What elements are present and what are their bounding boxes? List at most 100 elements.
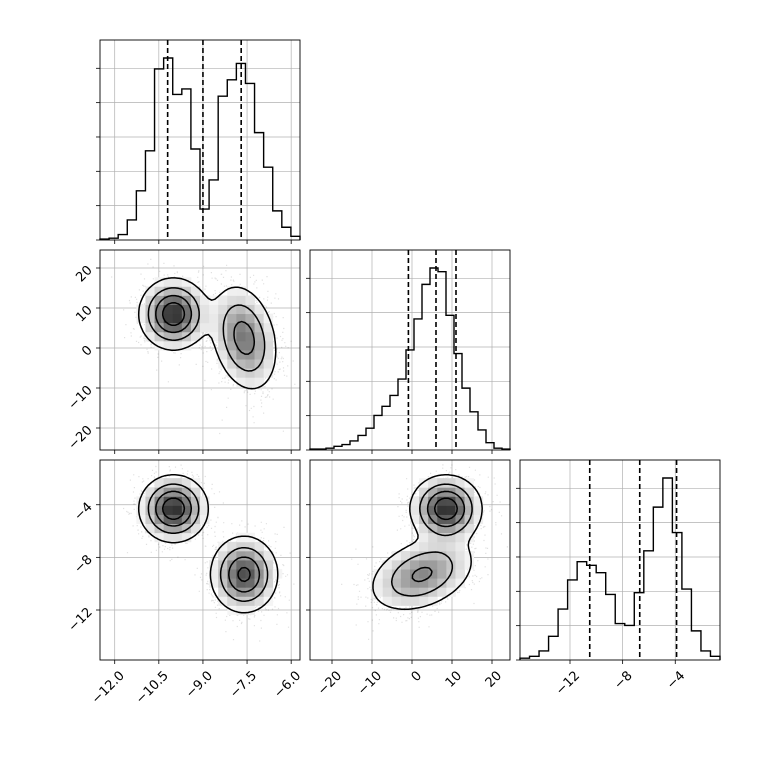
density-cell bbox=[428, 541, 438, 552]
density-cell bbox=[218, 541, 228, 552]
density-cell bbox=[437, 523, 447, 534]
density-cell bbox=[254, 331, 265, 342]
density-cell bbox=[263, 350, 274, 360]
histogram-frame-1 bbox=[309, 249, 511, 451]
density-cell bbox=[227, 587, 237, 597]
histogram-step-line bbox=[519, 477, 721, 660]
density-cell bbox=[245, 295, 255, 305]
density-cell bbox=[236, 550, 246, 561]
contour-level-1 bbox=[147, 483, 269, 602]
density-cell bbox=[163, 286, 174, 296]
density-cell bbox=[410, 550, 420, 561]
x-tick-label-param2: −4 bbox=[664, 668, 688, 692]
density-cell bbox=[263, 587, 274, 597]
density-cell bbox=[382, 596, 393, 606]
density-cell bbox=[154, 322, 165, 333]
contour-level-1 bbox=[147, 287, 266, 372]
density-cell bbox=[428, 550, 438, 561]
density-cell bbox=[254, 578, 265, 588]
density-cell bbox=[410, 560, 420, 570]
density-cell bbox=[263, 340, 274, 351]
density-cell bbox=[400, 596, 411, 606]
density-cell bbox=[209, 560, 219, 570]
density-cell bbox=[254, 359, 265, 369]
density-cell bbox=[236, 605, 246, 615]
density-cell bbox=[154, 331, 165, 342]
density-cell bbox=[190, 496, 201, 506]
density-frame-1-2 bbox=[309, 459, 511, 661]
y-tick-label-param2: −12 bbox=[66, 605, 96, 635]
histogram-frame-2 bbox=[519, 459, 721, 661]
y-tick-label-param2: −8 bbox=[71, 552, 95, 576]
density-content bbox=[100, 250, 300, 450]
density-cell bbox=[145, 295, 155, 305]
y-tick-label-param1: −20 bbox=[66, 423, 96, 453]
density-cell bbox=[419, 550, 429, 561]
density-cell bbox=[209, 322, 219, 333]
density-cell bbox=[400, 569, 411, 579]
density-cell bbox=[446, 514, 456, 525]
density-cell bbox=[200, 505, 210, 515]
density-cell bbox=[464, 550, 475, 561]
x-tick-label-param2: −12 bbox=[553, 668, 583, 698]
density-cell bbox=[419, 569, 429, 579]
y-tick-label-param1: −10 bbox=[66, 383, 96, 413]
density-cell bbox=[245, 587, 255, 597]
density-cell bbox=[136, 496, 146, 506]
density-cell bbox=[190, 505, 201, 515]
density-cell bbox=[446, 578, 456, 588]
density-cell bbox=[455, 532, 465, 543]
density-cell bbox=[218, 313, 228, 324]
density-cell bbox=[163, 505, 174, 515]
density-cell bbox=[163, 496, 174, 506]
density-cell bbox=[190, 286, 201, 296]
density-cell bbox=[263, 368, 274, 378]
density-cell bbox=[410, 514, 420, 525]
density-panel-0-1 bbox=[96, 250, 300, 454]
density-cell bbox=[446, 478, 456, 488]
density-cell bbox=[263, 322, 274, 333]
density-cell bbox=[382, 578, 393, 588]
density-cell bbox=[145, 286, 155, 296]
density-cell bbox=[428, 532, 438, 543]
density-cell bbox=[437, 505, 447, 515]
density-cell bbox=[145, 313, 155, 324]
density-cell bbox=[172, 322, 183, 333]
density-cell bbox=[163, 331, 174, 342]
density-cell bbox=[181, 277, 192, 287]
x-tick-label-param2: −8 bbox=[612, 668, 636, 692]
density-cell bbox=[200, 514, 210, 525]
x-tick-label-param1: −20 bbox=[315, 668, 345, 698]
density-cell bbox=[245, 541, 255, 552]
density-cell bbox=[382, 560, 393, 570]
density-cell bbox=[391, 578, 402, 588]
density-cell bbox=[437, 587, 447, 597]
contour-level-3 bbox=[433, 497, 458, 521]
density-cell bbox=[154, 505, 165, 515]
density-cell bbox=[218, 578, 228, 588]
contour-level-2 bbox=[155, 490, 261, 593]
contour-level-2 bbox=[411, 490, 466, 583]
density-cell bbox=[227, 550, 237, 561]
density-cell bbox=[391, 596, 402, 606]
y-tick-label-param1: 10 bbox=[73, 303, 95, 325]
density-cell bbox=[163, 523, 174, 534]
density-cell bbox=[428, 560, 438, 570]
density-cell bbox=[227, 295, 237, 305]
density-cell bbox=[254, 587, 265, 597]
histogram-step-line bbox=[99, 57, 301, 240]
contour-level-0 bbox=[372, 474, 483, 611]
density-cell bbox=[227, 322, 237, 333]
density-cell bbox=[245, 340, 255, 351]
density-cell bbox=[236, 569, 246, 579]
density-cell bbox=[245, 605, 255, 615]
density-cell bbox=[464, 560, 475, 570]
contour-level-3 bbox=[161, 302, 186, 327]
x-tick-label-param0: −10.5 bbox=[133, 668, 172, 707]
density-cell bbox=[410, 587, 420, 597]
density-cell bbox=[227, 313, 237, 324]
density-cell bbox=[254, 541, 265, 552]
density-cell bbox=[145, 523, 155, 534]
density-cell bbox=[382, 569, 393, 579]
density-cell bbox=[419, 487, 429, 497]
